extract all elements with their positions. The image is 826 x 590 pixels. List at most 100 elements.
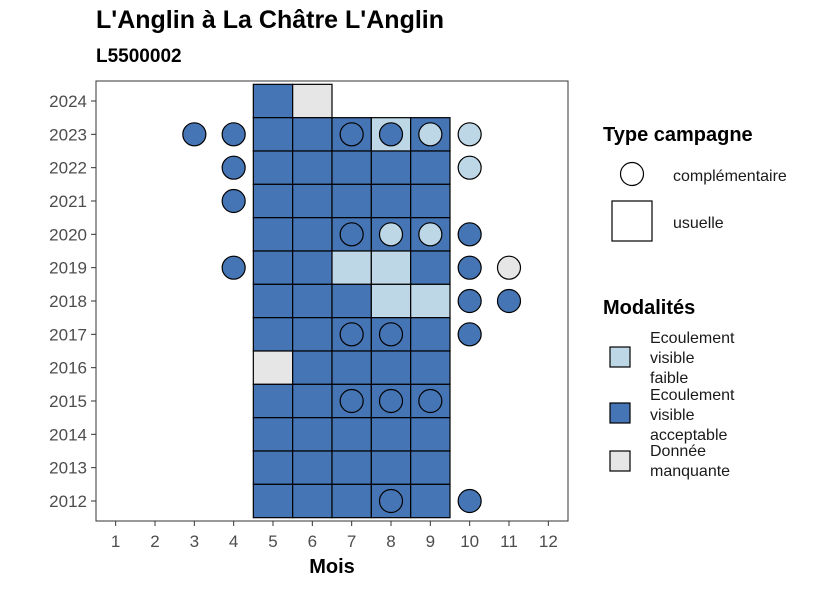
square-2014-6 — [292, 417, 333, 452]
circle-2020-7 — [339, 222, 364, 247]
square-2018-7 — [331, 283, 372, 319]
square-2024-6 — [292, 83, 333, 119]
circle-2012-8 — [378, 488, 404, 514]
legend-modalites-title: Modalités — [603, 297, 695, 319]
legend-key-faible — [609, 346, 631, 368]
square-2014-9 — [410, 417, 451, 452]
complementaire-circles — [182, 122, 522, 514]
y-tick-label-2019: 2019 — [49, 259, 87, 278]
chart-subtitle: L5500002 — [96, 46, 182, 67]
circle-2020-9 — [418, 222, 443, 247]
legend-key-circle — [619, 161, 645, 187]
square-2013-8 — [370, 450, 412, 485]
circle-2023-3 — [182, 122, 207, 147]
legend-type-title: Type campagne — [603, 124, 753, 146]
x-tick-label-3: 3 — [190, 532, 199, 551]
circle-2017-8 — [378, 322, 404, 347]
square-2021-9 — [410, 183, 451, 219]
circle-2015-9 — [418, 388, 443, 414]
y-tick-label-2018: 2018 — [49, 292, 87, 311]
usuelle-squares — [252, 83, 451, 519]
square-2016-5 — [252, 350, 294, 385]
legend-key-manquante — [609, 450, 631, 472]
circle-2019-11 — [496, 255, 522, 280]
y-axis: 2012 2013 2014 2015 2016 2017 2018 2019 2020 2021… — [49, 92, 96, 511]
y-tick-label-2013: 2013 — [49, 459, 87, 478]
square-2022-5 — [252, 150, 294, 185]
square-2015-6 — [292, 383, 333, 419]
legend: Type campagne complémentaire usuelle Modali… — [603, 124, 787, 480]
square-2016-9 — [410, 350, 451, 385]
circle-2019-4 — [221, 255, 246, 280]
square-2019-6 — [292, 250, 333, 285]
square-2023-6 — [292, 117, 333, 152]
square-2021-7 — [331, 183, 372, 219]
legend-label-complementaire: complémentaire — [673, 168, 787, 185]
square-2019-8 — [370, 250, 412, 285]
square-2020-5 — [252, 217, 294, 252]
square-2013-7 — [331, 450, 372, 485]
square-2018-9 — [410, 283, 451, 319]
y-tick-label-2016: 2016 — [49, 359, 87, 378]
square-2014-5 — [252, 417, 294, 452]
y-tick-label-2023: 2023 — [49, 125, 87, 144]
circle-2023-7 — [339, 122, 364, 147]
circle-2020-8 — [378, 222, 404, 247]
x-tick-label-6: 6 — [308, 532, 317, 551]
circle-2017-10 — [457, 322, 482, 347]
square-2012-9 — [410, 483, 451, 519]
square-2012-7 — [331, 483, 372, 519]
square-2016-7 — [331, 350, 372, 385]
square-2022-9 — [410, 150, 451, 185]
square-2018-5 — [252, 283, 294, 319]
square-2022-8 — [370, 150, 412, 185]
circle-2023-10 — [457, 122, 482, 147]
y-tick-label-2017: 2017 — [49, 325, 87, 344]
x-tick-label-10: 10 — [460, 532, 479, 551]
square-2018-8 — [370, 283, 412, 319]
square-2022-6 — [292, 150, 333, 185]
square-2017-5 — [252, 317, 294, 352]
square-2017-6 — [292, 317, 333, 352]
legend-label-faible-0: Ecoulement — [650, 330, 735, 347]
legend-label-acceptable-0: Ecoulement — [650, 387, 735, 404]
legend-label-acceptable-1: visible — [650, 407, 695, 424]
circle-2012-10 — [457, 488, 482, 514]
circle-2015-7 — [339, 388, 364, 414]
square-2013-9 — [410, 450, 451, 485]
circle-2018-10 — [457, 288, 482, 314]
y-tick-label-2024: 2024 — [49, 92, 87, 111]
x-tick-label-2: 2 — [150, 532, 159, 551]
square-2020-6 — [292, 217, 333, 252]
square-2016-8 — [370, 350, 412, 385]
legend-label-manquante-1: manquante — [650, 463, 730, 480]
square-2019-5 — [252, 250, 294, 285]
circle-2015-8 — [378, 388, 404, 414]
square-2017-9 — [410, 317, 451, 352]
legend-key-acceptable — [609, 402, 631, 424]
x-tick-label-11: 11 — [500, 532, 518, 551]
square-2013-6 — [292, 450, 333, 485]
square-2019-7 — [331, 250, 372, 285]
x-axis: 1 2 3 4 5 6 7 8 9 10 11 12 — [111, 521, 558, 551]
circle-2022-10 — [457, 155, 482, 180]
square-2015-5 — [252, 383, 294, 419]
square-2021-6 — [292, 183, 333, 219]
legend-label-usuelle: usuelle — [673, 215, 724, 232]
legend-label-faible-2: faible — [650, 370, 688, 387]
x-tick-label-4: 4 — [229, 532, 238, 551]
y-tick-label-2012: 2012 — [49, 492, 87, 511]
x-tick-label-5: 5 — [268, 532, 277, 551]
circle-2023-9 — [418, 122, 443, 147]
legend-label-faible-1: visible — [650, 350, 695, 367]
y-tick-label-2021: 2021 — [49, 192, 87, 211]
circle-2023-4 — [221, 122, 246, 147]
circle-2023-8 — [378, 122, 404, 147]
square-2016-6 — [292, 350, 333, 385]
square-2024-5 — [252, 83, 294, 119]
square-2023-5 — [252, 117, 294, 152]
x-tick-label-9: 9 — [426, 532, 435, 551]
x-tick-label-1: 1 — [111, 532, 120, 551]
x-tick-label-12: 12 — [539, 532, 558, 551]
